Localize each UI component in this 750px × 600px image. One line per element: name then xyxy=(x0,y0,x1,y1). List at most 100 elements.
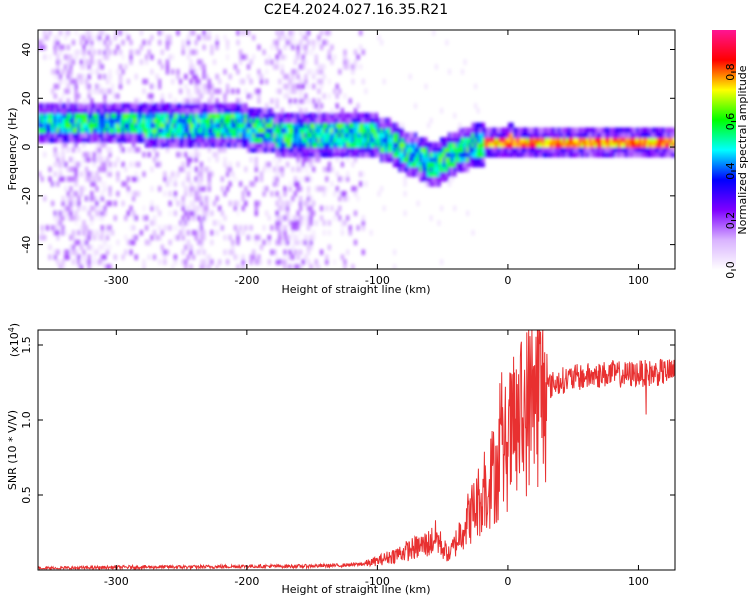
heatmap-cell xyxy=(620,137,624,143)
heatmap-cell xyxy=(233,117,237,124)
heatmap-cell xyxy=(111,132,115,138)
heatmap-cell xyxy=(71,244,76,251)
heatmap-cell xyxy=(92,132,96,138)
heatmap-cell xyxy=(374,151,378,158)
heatmap-cell xyxy=(87,30,91,36)
heatmap-cell xyxy=(105,122,110,129)
heatmap-cell xyxy=(134,108,138,114)
heatmap-cell xyxy=(330,59,334,65)
heatmap-cell xyxy=(364,181,368,187)
heatmap-cell xyxy=(301,239,305,246)
heatmap-cell xyxy=(330,147,334,153)
heatmap-cell xyxy=(554,147,559,153)
heatmap-cell xyxy=(132,137,136,143)
heatmap-cell xyxy=(85,234,89,241)
heatmap-cell xyxy=(207,127,211,134)
heatmap-cell xyxy=(199,166,204,173)
heatmap-cell xyxy=(137,127,141,134)
heatmap-cell xyxy=(314,147,318,153)
heatmap-cell xyxy=(160,122,164,129)
heatmap-cell xyxy=(66,59,70,65)
heatmap-cell xyxy=(95,142,99,148)
heatmap-cell xyxy=(165,147,170,153)
heatmap-cell xyxy=(64,205,68,212)
heatmap-cell xyxy=(152,230,157,236)
heatmap-cell xyxy=(301,112,305,119)
heatmap-cell xyxy=(82,186,86,192)
heatmap-cell xyxy=(510,142,514,148)
heatmap-cell xyxy=(189,132,193,138)
heatmap-cell xyxy=(398,132,402,138)
heatmap-cell xyxy=(359,30,363,36)
heatmap-cell xyxy=(419,147,423,153)
heatmap-cell xyxy=(165,117,170,124)
heatmap-cell xyxy=(578,147,582,153)
heatmap-cell xyxy=(275,171,279,177)
heatmap-cell xyxy=(296,103,300,109)
heatmap-cell xyxy=(85,225,89,231)
heatmap-cell xyxy=(51,200,55,207)
heatmap-cell xyxy=(262,142,266,148)
heatmap-cell xyxy=(82,142,86,148)
heatmap-cell xyxy=(66,191,70,197)
heatmap-cell xyxy=(61,215,65,221)
heatmap-cell xyxy=(476,161,480,168)
heatmap-cell xyxy=(599,137,603,143)
heatmap-cell xyxy=(139,103,143,109)
heatmap-cell xyxy=(171,142,175,148)
heatmap-cell xyxy=(374,127,378,134)
heatmap-cell xyxy=(667,142,671,148)
heatmap-cell xyxy=(92,181,96,187)
heatmap-cell xyxy=(299,137,303,143)
heatmap-cell xyxy=(236,30,240,36)
heatmap-cell xyxy=(108,186,112,192)
heatmap-cell xyxy=(239,78,243,85)
heatmap-cell xyxy=(346,176,350,182)
heatmap-cell xyxy=(126,137,130,143)
heatmap-cell xyxy=(145,127,149,134)
heatmap-cell xyxy=(437,220,441,226)
heatmap-cell xyxy=(71,142,76,148)
heatmap-cell xyxy=(661,137,666,143)
heatmap-cell xyxy=(64,88,68,94)
heatmap-cell xyxy=(111,112,115,119)
heatmap-cell xyxy=(340,147,344,153)
heatmap-cell xyxy=(113,93,117,99)
heatmap-cell xyxy=(207,171,211,177)
heatmap-cell xyxy=(296,234,300,241)
heatmap-cell xyxy=(77,93,81,99)
heatmap-cell xyxy=(116,127,120,134)
heatmap-cell xyxy=(116,117,120,124)
heatmap-cell xyxy=(330,142,334,148)
heatmap-cell xyxy=(293,151,297,158)
heatmap-cell xyxy=(202,64,206,70)
heatmap-cell xyxy=(317,88,321,94)
heatmap-cell xyxy=(453,147,457,153)
heatmap-cell xyxy=(429,156,433,163)
heatmap-cell xyxy=(424,83,428,90)
heatmap-cell xyxy=(661,132,666,138)
heatmap-cell xyxy=(325,166,329,173)
heatmap-cell xyxy=(265,112,269,119)
heatmap-cell xyxy=(202,108,206,114)
heatmap-cell xyxy=(132,132,136,138)
heatmap-cell xyxy=(416,137,420,143)
heatmap-cell xyxy=(181,181,185,187)
heatmap-cell xyxy=(129,117,133,124)
heatmap-cell xyxy=(51,69,55,75)
heatmap-cell xyxy=(656,132,660,138)
heatmap-cell xyxy=(588,151,592,158)
heatmap-cell xyxy=(369,127,373,134)
heatmap-cell xyxy=(160,244,164,251)
heatmap-cell xyxy=(440,166,444,173)
heatmap-cell xyxy=(246,147,251,153)
heatmap-cell xyxy=(531,137,535,143)
heatmap-cell xyxy=(233,142,237,148)
heatmap-cell xyxy=(79,127,83,134)
heatmap-cell xyxy=(152,108,157,114)
heatmap-cell xyxy=(61,112,65,119)
heatmap-cell xyxy=(497,147,501,153)
spectrogram-y-tick-label: 0 xyxy=(20,144,33,151)
heatmap-cell xyxy=(270,122,274,129)
